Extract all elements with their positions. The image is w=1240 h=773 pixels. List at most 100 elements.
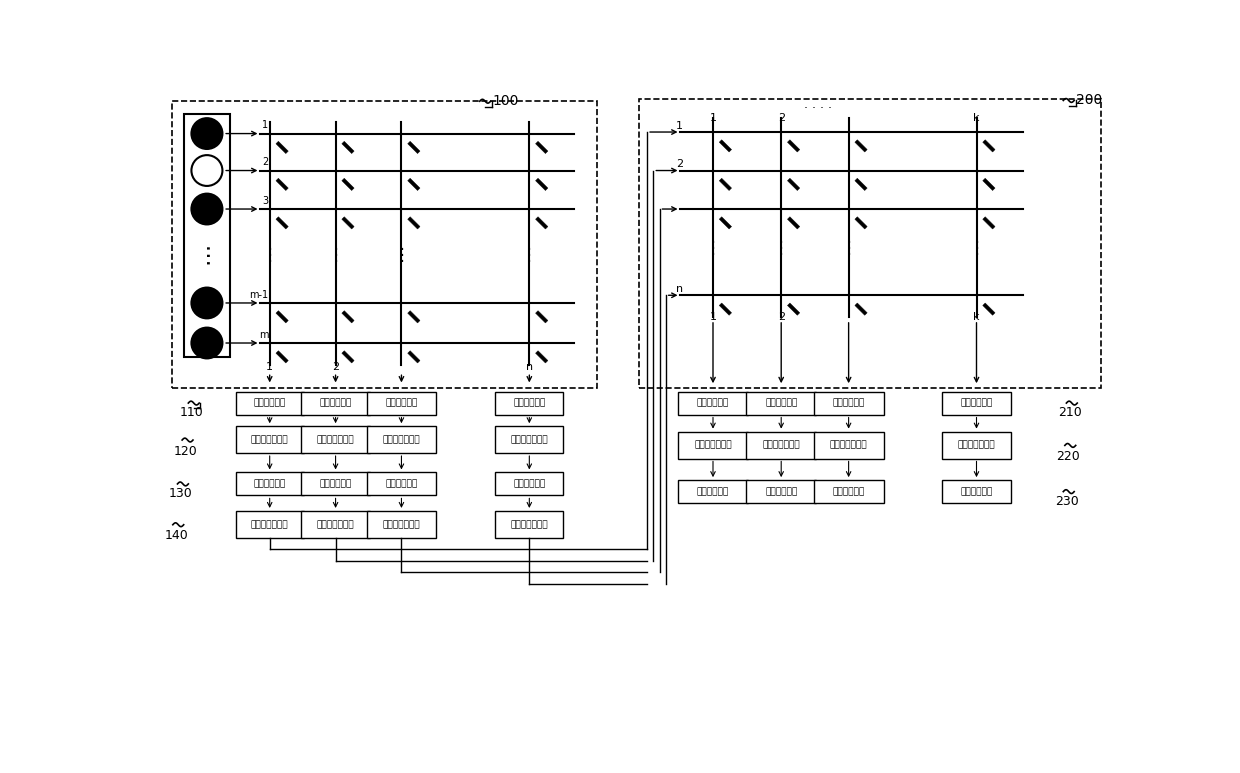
Text: 第一数模转换器: 第一数模转换器 xyxy=(250,520,289,529)
Text: ⋯: ⋯ xyxy=(459,127,471,140)
Text: 2: 2 xyxy=(777,114,785,123)
Text: 1: 1 xyxy=(709,114,717,123)
Text: 100: 100 xyxy=(492,94,518,108)
Polygon shape xyxy=(342,311,355,323)
Polygon shape xyxy=(536,216,548,229)
Polygon shape xyxy=(277,311,288,323)
Text: 第四转接电路: 第四转接电路 xyxy=(765,399,797,407)
Text: 第一数模转换器: 第一数模转换器 xyxy=(383,520,420,529)
Polygon shape xyxy=(719,140,732,152)
Circle shape xyxy=(191,328,222,359)
Text: ⋯: ⋯ xyxy=(459,297,471,309)
Text: ⋮: ⋮ xyxy=(841,239,857,257)
FancyBboxPatch shape xyxy=(941,480,1012,503)
Text: 120: 120 xyxy=(174,444,197,458)
Text: k: k xyxy=(973,114,980,123)
Text: ⋮: ⋮ xyxy=(773,239,790,257)
Polygon shape xyxy=(854,303,867,315)
Polygon shape xyxy=(787,140,800,152)
Text: 第一模数转换器: 第一模数转换器 xyxy=(250,435,289,444)
FancyBboxPatch shape xyxy=(301,426,370,453)
Text: 第一补偿模块: 第一补偿模块 xyxy=(253,479,286,489)
Polygon shape xyxy=(719,216,732,229)
Polygon shape xyxy=(277,216,288,229)
FancyBboxPatch shape xyxy=(495,426,563,453)
Text: 230: 230 xyxy=(1055,495,1079,508)
Text: ⋮: ⋮ xyxy=(262,247,278,264)
Text: ⋮: ⋮ xyxy=(521,247,538,264)
Polygon shape xyxy=(983,140,994,152)
Text: 110: 110 xyxy=(180,406,203,419)
Text: 2: 2 xyxy=(332,362,339,372)
FancyBboxPatch shape xyxy=(236,391,304,414)
Polygon shape xyxy=(854,179,867,190)
FancyBboxPatch shape xyxy=(495,472,563,495)
FancyBboxPatch shape xyxy=(367,472,435,495)
Text: 第一转接电路: 第一转接电路 xyxy=(513,399,546,407)
FancyBboxPatch shape xyxy=(367,391,435,414)
Text: 第一补偿模块: 第一补偿模块 xyxy=(320,479,352,489)
Polygon shape xyxy=(787,303,800,315)
Polygon shape xyxy=(408,179,420,190)
FancyBboxPatch shape xyxy=(367,426,435,453)
Text: 第二模数转换器: 第二模数转换器 xyxy=(763,441,800,450)
Text: 220: 220 xyxy=(1056,450,1080,463)
Text: m: m xyxy=(259,330,268,340)
Polygon shape xyxy=(408,216,420,229)
Text: 第一转接电路: 第一转接电路 xyxy=(386,399,418,407)
Polygon shape xyxy=(719,179,732,190)
FancyBboxPatch shape xyxy=(941,391,1012,414)
Polygon shape xyxy=(536,141,548,154)
Text: ⋮: ⋮ xyxy=(704,239,722,257)
Text: n: n xyxy=(526,362,533,372)
Text: m-1: m-1 xyxy=(249,290,268,300)
FancyBboxPatch shape xyxy=(746,480,816,503)
Polygon shape xyxy=(787,216,800,229)
FancyBboxPatch shape xyxy=(813,431,883,458)
Polygon shape xyxy=(408,141,420,154)
Polygon shape xyxy=(983,303,994,315)
Text: 第二补偿模块: 第二补偿模块 xyxy=(960,487,993,496)
FancyBboxPatch shape xyxy=(813,480,883,503)
Text: 1: 1 xyxy=(709,312,717,322)
Polygon shape xyxy=(342,141,355,154)
FancyBboxPatch shape xyxy=(301,391,370,414)
Text: ⋯: ⋯ xyxy=(459,203,471,216)
Text: 2: 2 xyxy=(777,312,785,322)
Text: · · · ·: · · · · xyxy=(804,102,832,115)
Polygon shape xyxy=(983,179,994,190)
Text: 第一模数转换器: 第一模数转换器 xyxy=(511,435,548,444)
FancyBboxPatch shape xyxy=(746,431,816,458)
Text: 第一数模转换器: 第一数模转换器 xyxy=(316,520,355,529)
Text: 2: 2 xyxy=(262,158,268,168)
FancyBboxPatch shape xyxy=(236,511,304,538)
FancyBboxPatch shape xyxy=(236,426,304,453)
FancyBboxPatch shape xyxy=(301,472,370,495)
Text: 第二模数转换器: 第二模数转换器 xyxy=(830,441,868,450)
Circle shape xyxy=(191,193,222,224)
Text: ⋮: ⋮ xyxy=(393,247,409,264)
Polygon shape xyxy=(719,303,732,315)
Text: 130: 130 xyxy=(169,487,192,500)
FancyBboxPatch shape xyxy=(495,511,563,538)
FancyBboxPatch shape xyxy=(941,431,1012,458)
Polygon shape xyxy=(536,311,548,323)
Text: 第一模数转换器: 第一模数转换器 xyxy=(316,435,355,444)
FancyBboxPatch shape xyxy=(746,391,816,414)
Polygon shape xyxy=(854,216,867,229)
Text: 1: 1 xyxy=(262,121,268,131)
Text: 第二模数转换器: 第二模数转换器 xyxy=(694,441,732,450)
FancyBboxPatch shape xyxy=(678,391,748,414)
Text: 第一转接电路: 第一转接电路 xyxy=(320,399,352,407)
Text: 2: 2 xyxy=(676,159,683,169)
Polygon shape xyxy=(342,216,355,229)
FancyBboxPatch shape xyxy=(367,511,435,538)
Text: 第一模数转换器: 第一模数转换器 xyxy=(383,435,420,444)
Text: 第一补偿模块: 第一补偿模块 xyxy=(386,479,418,489)
Polygon shape xyxy=(342,179,355,190)
Polygon shape xyxy=(408,311,420,323)
Text: ⋯: ⋯ xyxy=(459,164,471,177)
Circle shape xyxy=(191,288,222,318)
FancyBboxPatch shape xyxy=(301,511,370,538)
Text: 第二转接电路: 第二转接电路 xyxy=(960,399,993,407)
